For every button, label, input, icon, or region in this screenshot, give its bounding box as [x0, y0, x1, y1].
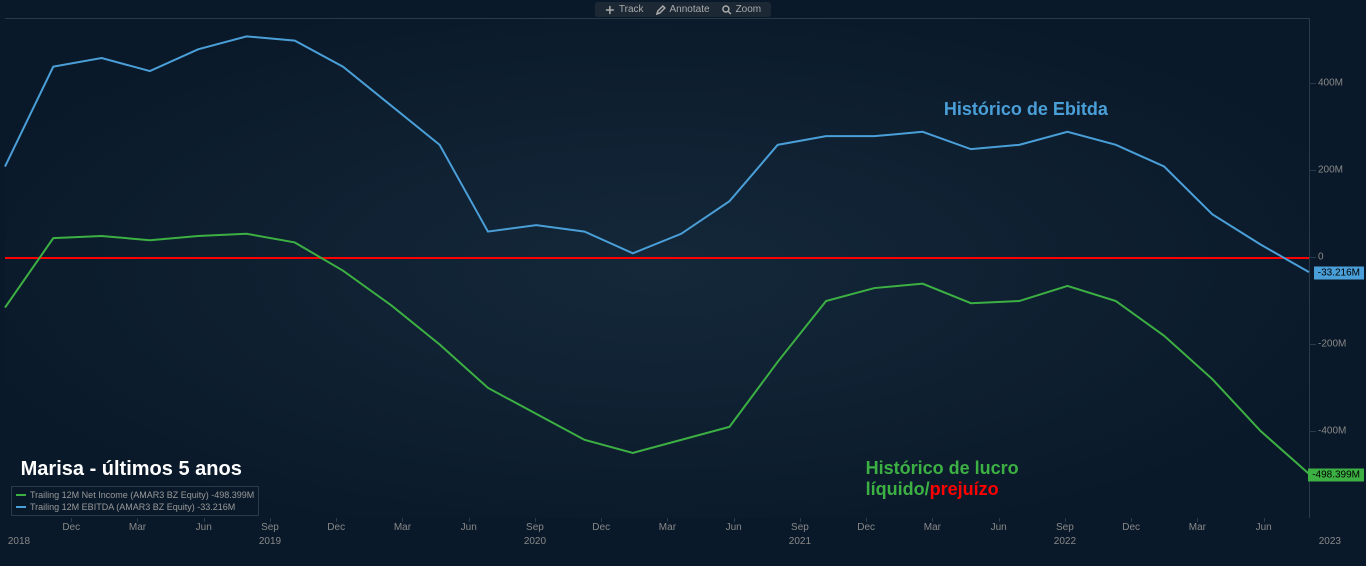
x-tick-label: Sep: [261, 522, 279, 533]
y-tick-mark: [1310, 257, 1316, 258]
x-tick-label: Dec: [592, 522, 610, 533]
x-tick-label: Dec: [857, 522, 875, 533]
chart-annotation-composite: Histórico de lucro líquido/prejuízo: [866, 458, 1019, 499]
x-tick-label: Jun: [726, 522, 742, 533]
x-year-label: 2020: [524, 536, 546, 547]
pencil-icon: [656, 5, 666, 15]
x-tick-label: Mar: [659, 522, 676, 533]
series-line-net_income: [5, 234, 1309, 474]
y-tick-mark: [1310, 83, 1316, 84]
magnifier-icon: [722, 5, 732, 15]
annotate-button[interactable]: Annotate: [656, 4, 710, 15]
legend-swatch-icon: [16, 494, 26, 496]
y-tick-mark: [1310, 431, 1316, 432]
zoom-button[interactable]: Zoom: [722, 4, 762, 15]
legend-swatch-icon: [16, 506, 26, 508]
x-tick-label: Dec: [62, 522, 80, 533]
annotation-part: prejuízo: [930, 479, 999, 499]
legend-row: Trailing 12M Net Income (AMAR3 BZ Equity…: [16, 489, 254, 501]
chart-plot-area[interactable]: -33.216M-498.399MHistórico de EbitdaMari…: [5, 18, 1310, 518]
x-year-label: 2019: [259, 536, 281, 547]
chart-annotation: Histórico de Ebitda: [944, 99, 1108, 120]
x-year-label: 2022: [1054, 536, 1076, 547]
y-tick-mark: [1310, 344, 1316, 345]
legend-row: Trailing 12M EBITDA (AMAR3 BZ Equity) -3…: [16, 501, 254, 513]
y-tick-label: 0: [1318, 252, 1324, 263]
x-tick-label: Dec: [327, 522, 345, 533]
y-tick-mark: [1310, 170, 1316, 171]
y-tick-label: -200M: [1318, 339, 1346, 350]
y-tick-label: -400M: [1318, 426, 1346, 437]
annotation-part: líquido/: [866, 479, 930, 499]
x-tick-label: Mar: [924, 522, 941, 533]
x-axis: Dec Mar Jun Sep Dec Mar Jun Sep Dec Mar Jun Sep Dec M…: [5, 518, 1310, 566]
x-tick-label: Jun: [1256, 522, 1272, 533]
legend-text: Trailing 12M EBITDA (AMAR3 BZ Equity) -3…: [30, 501, 235, 513]
y-tick-label: 200M: [1318, 165, 1343, 176]
track-label: Track: [619, 4, 644, 15]
chart-toolbar: Track Annotate Zoom: [595, 2, 771, 17]
y-tick-label: 400M: [1318, 78, 1343, 89]
x-year-label: 2023: [1319, 536, 1341, 547]
x-tick-label: Sep: [791, 522, 809, 533]
x-tick-label: Mar: [394, 522, 411, 533]
legend-box: Trailing 12M Net Income (AMAR3 BZ Equity…: [11, 486, 259, 516]
crosshair-icon: [605, 5, 615, 15]
x-tick-label: Dec: [1122, 522, 1140, 533]
x-tick-label: Jun: [196, 522, 212, 533]
track-button[interactable]: Track: [605, 4, 644, 15]
x-tick-label: Sep: [526, 522, 544, 533]
legend-text: Trailing 12M Net Income (AMAR3 BZ Equity…: [30, 489, 254, 501]
x-tick-label: Sep: [1056, 522, 1074, 533]
end-value-badge-net_income: -498.399M: [1308, 468, 1364, 481]
annotation-part: Histórico de lucro: [866, 458, 1019, 478]
x-tick-label: Jun: [991, 522, 1007, 533]
x-tick-label: Mar: [129, 522, 146, 533]
chart-lines-svg: [5, 19, 1309, 518]
x-tick-label: Jun: [461, 522, 477, 533]
zoom-label: Zoom: [736, 4, 762, 15]
chart-annotation: Marisa - últimos 5 anos: [21, 458, 242, 481]
annotate-label: Annotate: [670, 4, 710, 15]
x-year-label: 2018: [8, 536, 30, 547]
end-value-badge-ebitda: -33.216M: [1314, 266, 1364, 279]
x-tick-label: Mar: [1189, 522, 1206, 533]
x-year-label: 2021: [789, 536, 811, 547]
